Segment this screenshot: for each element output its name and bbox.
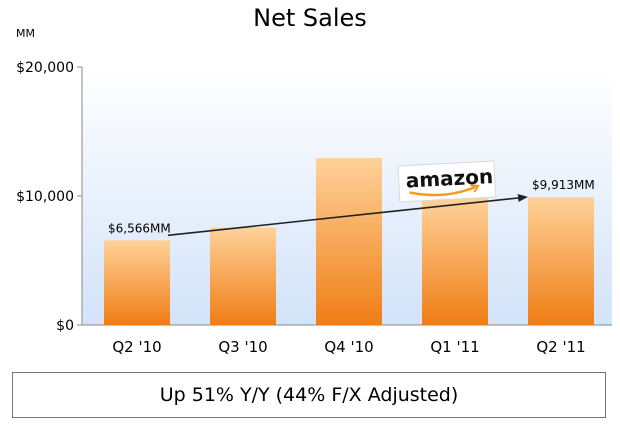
bar [528, 197, 594, 325]
data-label: $6,566MM [108, 221, 171, 235]
x-tick-label: Q3 '10 [218, 338, 267, 356]
logo-backdrop [397, 160, 497, 203]
footer-text: Up 51% Y/Y (44% F/X Adjusted) [159, 384, 459, 406]
y-tick-label: $20,000 [16, 60, 74, 76]
chart-title: Net Sales [253, 4, 367, 32]
trend-arrow [167, 193, 528, 237]
bar [316, 157, 382, 325]
footer-summary: Up 51% Y/Y (44% F/X Adjusted) [12, 372, 606, 418]
y-tick-label: $0 [56, 318, 74, 334]
x-tick-label: Q2 '11 [536, 338, 585, 356]
logo-smile-tip [470, 184, 480, 193]
logo-wordmark: amazon [405, 164, 494, 193]
bar [422, 197, 488, 325]
x-tick-label: Q1 '11 [430, 338, 479, 356]
axes: $0 $10,000 $20,000 [16, 60, 612, 334]
logo-smile [409, 185, 476, 197]
amazon-logo: amazon [397, 160, 497, 203]
x-tick-label: Q4 '10 [324, 338, 373, 356]
y-tick-label: $10,000 [16, 189, 74, 205]
x-tick-label: Q2 '10 [112, 338, 161, 356]
trend-annotation: amazon [167, 160, 528, 237]
unit-label: MM [16, 27, 35, 40]
bar [104, 240, 170, 325]
bar [210, 227, 276, 325]
data-label: $9,913MM [532, 178, 595, 192]
bars [104, 157, 594, 325]
net-sales-chart: $0 $10,000 $20,000 Q2 '10 Q3 '10 Q4 '10 Q1 '1… [16, 60, 612, 356]
labels: Q2 '10 Q3 '10 Q4 '10 Q1 '11 Q2 '11 $6,566MM $9… [108, 178, 595, 356]
